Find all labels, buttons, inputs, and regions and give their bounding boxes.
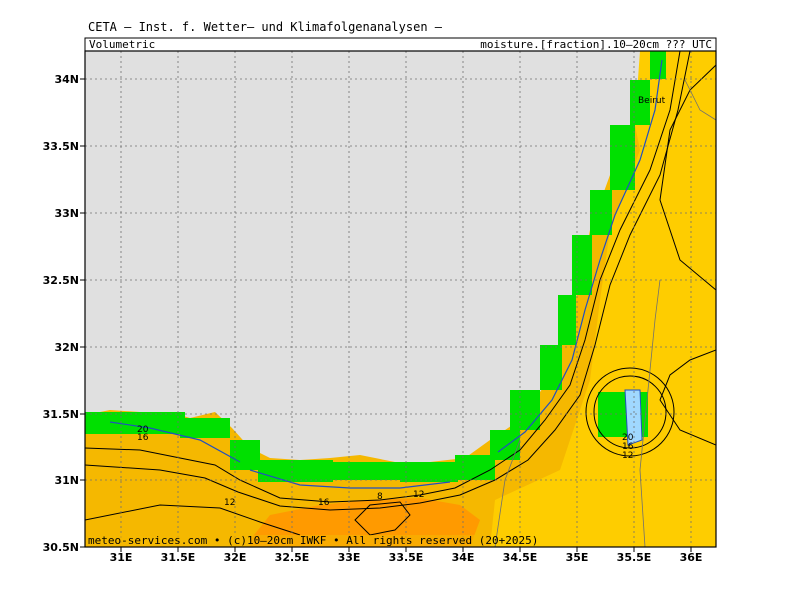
contour-label: 16 xyxy=(622,442,634,452)
x-tick-label: 32.5E xyxy=(275,551,310,564)
city-label-beirut: Beirut xyxy=(638,96,666,106)
y-tick-label: 33.5N xyxy=(43,140,79,153)
map-frame xyxy=(84,50,717,548)
map-area: 20 16 12 16 8 12 20 16 12 Beirut meteo-s… xyxy=(85,51,716,547)
y-tick-label: 31N xyxy=(54,474,79,487)
x-tick-label: 36E xyxy=(680,551,703,564)
y-tick-label: 32.5N xyxy=(43,274,79,287)
x-tick-label: 33E xyxy=(338,551,361,564)
contour-label: 12 xyxy=(622,451,633,461)
x-tick-label: 33.5E xyxy=(389,551,424,564)
y-tick-label: 33N xyxy=(54,207,79,220)
dry-patch xyxy=(250,498,480,547)
wet-hatch xyxy=(109,59,663,489)
footer-credit: meteo-services.com • (c)10—20cm IWKF • A… xyxy=(88,534,538,547)
contour-label: 16 xyxy=(318,498,330,508)
contour-label: 16 xyxy=(137,433,149,443)
dead-sea xyxy=(624,389,643,446)
y-axis: 34N 33.5N 33N 32.5N 32N 31.5N 31N 30.5N xyxy=(43,73,85,554)
y-tick-label: 30.5N xyxy=(43,541,79,554)
page-title: CETA — Inst. f. Wetter— und Klimafolgena… xyxy=(88,20,443,34)
contour-label: 8 xyxy=(377,492,383,502)
y-tick-label: 32N xyxy=(54,341,79,354)
x-tick-label: 35E xyxy=(566,551,589,564)
x-tick-label: 31.5E xyxy=(161,551,196,564)
header-left-text: Volumetric xyxy=(89,38,155,51)
wet-coast xyxy=(85,51,666,482)
y-tick-label: 34N xyxy=(54,73,79,86)
x-tick-label: 35.5E xyxy=(617,551,652,564)
y-tick-label: 31.5N xyxy=(43,408,79,421)
contour-labels: 20 16 12 16 8 12 20 16 12 xyxy=(137,425,634,508)
grid-lines xyxy=(85,51,716,547)
x-tick-label: 34E xyxy=(452,551,475,564)
header-right-text: moisture.[fraction].10—20cm ??? UTC xyxy=(480,38,712,51)
contour-label: 12 xyxy=(413,490,424,500)
x-tick-label: 32E xyxy=(224,551,247,564)
contour-label: 20 xyxy=(622,433,634,443)
x-axis: 31E 31.5E 32E 32.5E 33E 33.5E 34E 34.5E 35E 35.5E… xyxy=(110,547,703,564)
contour-label: 20 xyxy=(137,425,149,435)
sea xyxy=(85,51,640,462)
x-tick-label: 31E xyxy=(110,551,133,564)
contour-label: 12 xyxy=(224,498,235,508)
x-tick-label: 34.5E xyxy=(503,551,538,564)
